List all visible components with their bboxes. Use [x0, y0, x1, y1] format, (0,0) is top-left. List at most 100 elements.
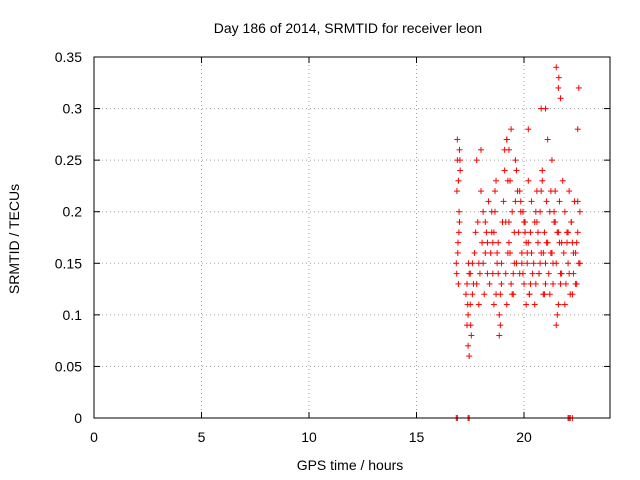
- data-point: [453, 270, 460, 277]
- data-point: [454, 249, 461, 256]
- data-point: [543, 198, 550, 205]
- data-point: [538, 188, 545, 195]
- data-point: [545, 270, 552, 277]
- data-point: [466, 353, 473, 360]
- data-point: [468, 332, 475, 339]
- data-point: [523, 301, 530, 308]
- data-point: [489, 270, 496, 277]
- data-point: [457, 167, 464, 174]
- data-point: [456, 208, 463, 215]
- data-point: [465, 311, 472, 318]
- data-point: [576, 260, 583, 267]
- data-point: [456, 157, 463, 164]
- data-point: [554, 311, 561, 318]
- data-point: [555, 301, 562, 308]
- data-point: [539, 177, 546, 184]
- data-point: [566, 270, 573, 277]
- data-point: [527, 229, 534, 236]
- data-point: [486, 280, 493, 287]
- data-point: [511, 260, 518, 267]
- data-point: [569, 291, 576, 298]
- data-point: [487, 249, 494, 256]
- data-point: [518, 260, 525, 267]
- data-point: [544, 136, 551, 143]
- data-point: [555, 74, 562, 81]
- data-point: [555, 229, 562, 236]
- data-point: [525, 126, 532, 133]
- y-tick-label: 0.05: [55, 358, 82, 374]
- data-point: [539, 167, 546, 174]
- data-point: [467, 270, 474, 277]
- data-point: [574, 229, 581, 236]
- y-axis-label: SRMTID / TECUs: [6, 184, 22, 294]
- data-point: [555, 84, 562, 91]
- data-point: [552, 219, 559, 226]
- data-point: [557, 95, 564, 102]
- data-point: [512, 198, 519, 205]
- data-point: [464, 301, 471, 308]
- data-point: [488, 229, 495, 236]
- data-point: [503, 136, 510, 143]
- data-point: [500, 198, 507, 205]
- data-point: [546, 291, 553, 298]
- data-point: [517, 208, 524, 215]
- data-point: [559, 177, 566, 184]
- y-tick-label: 0.25: [55, 152, 82, 168]
- data-point: [541, 291, 548, 298]
- data-point: [485, 198, 492, 205]
- data-point: [548, 157, 555, 164]
- grid-layer: [94, 57, 610, 418]
- data-point: [574, 198, 581, 205]
- data-point: [574, 126, 581, 133]
- data-point: [480, 260, 487, 267]
- data-point: [501, 167, 508, 174]
- data-point: [471, 249, 478, 256]
- data-point: [480, 208, 487, 215]
- data-point: [561, 208, 568, 215]
- data-point: [497, 291, 504, 298]
- data-point: [532, 280, 539, 287]
- data-point: [515, 229, 522, 236]
- data-point: [540, 249, 547, 256]
- data-point: [513, 167, 520, 174]
- data-point: [516, 188, 523, 195]
- data-point: [456, 219, 463, 226]
- y-tick-label: 0.35: [55, 49, 82, 65]
- data-point: [562, 280, 569, 287]
- data-point: [570, 249, 577, 256]
- data-point: [542, 260, 549, 267]
- plot-frame: [93, 56, 611, 419]
- data-point: [464, 280, 471, 287]
- data-point: [560, 249, 567, 256]
- data-point: [530, 260, 537, 267]
- data-point: [496, 332, 503, 339]
- data-point: [473, 280, 480, 287]
- data-point: [504, 177, 511, 184]
- data-point: [453, 188, 460, 195]
- y-tick-label: 0: [74, 410, 82, 426]
- data-point: [455, 177, 462, 184]
- data-point: [565, 229, 572, 236]
- x-tick-label: 5: [198, 429, 206, 445]
- data-point: [572, 280, 579, 287]
- data-point: [497, 322, 504, 329]
- data-point: [558, 270, 565, 277]
- data-point: [534, 239, 541, 246]
- data-point: [491, 208, 498, 215]
- data-point: [527, 280, 534, 287]
- data-point: [531, 301, 538, 308]
- data-point: [483, 229, 490, 236]
- data-point: [484, 239, 491, 246]
- data-point: [525, 177, 532, 184]
- data-point: [503, 301, 510, 308]
- data-point: [469, 291, 476, 298]
- data-point: [573, 239, 580, 246]
- data-point: [526, 291, 533, 298]
- y-tick-label: 0.1: [63, 307, 83, 323]
- data-point: [568, 219, 575, 226]
- data-point: [522, 229, 529, 236]
- data-point: [528, 198, 535, 205]
- data-point: [548, 249, 555, 256]
- data-point: [455, 229, 462, 236]
